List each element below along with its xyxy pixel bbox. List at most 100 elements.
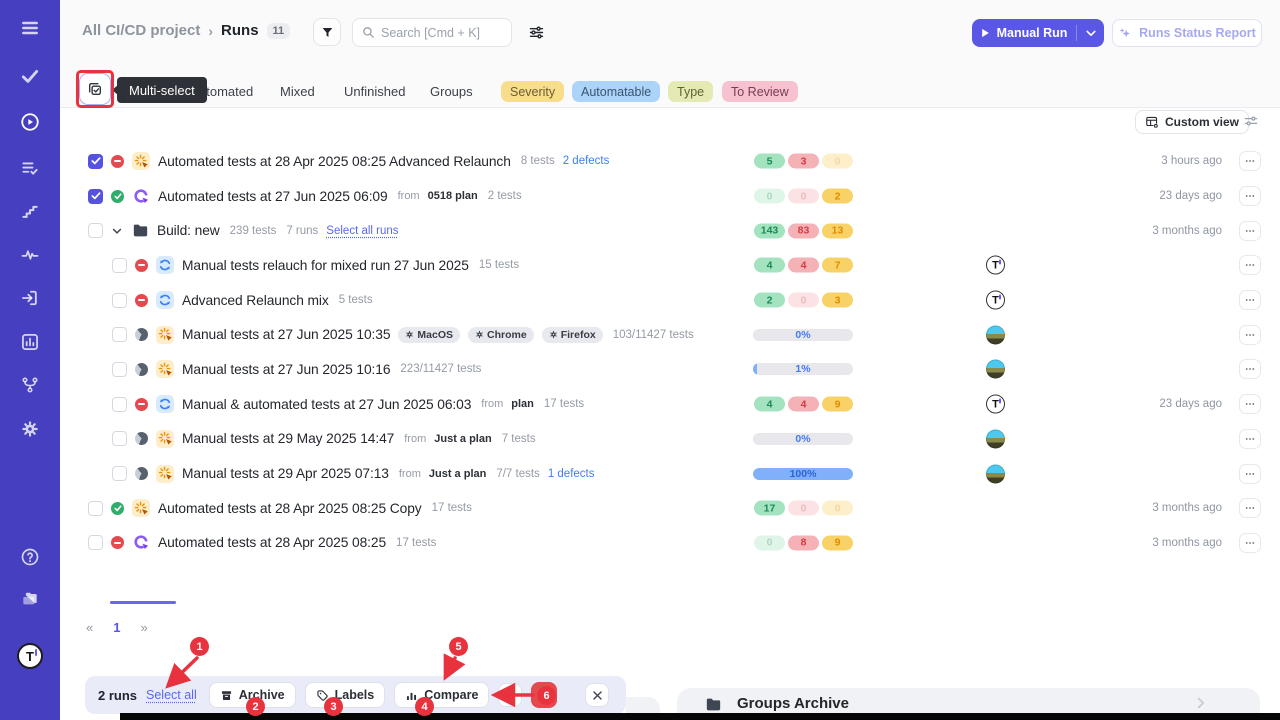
row-checkbox[interactable] [112,466,127,482]
sidebar-item-projects[interactable] [14,585,46,617]
row-checkbox[interactable] [88,500,103,516]
run-title[interactable]: Automated tests at 28 Apr 2025 08:25 Adv… [158,153,511,169]
run-row-12[interactable]: Automated tests at 28 Apr 2025 08:25 17 t… [60,526,1280,561]
filter-chip-to-review[interactable]: To Review [722,81,798,102]
run-title[interactable]: Automated tests at 28 Apr 2025 08:25 Cop… [158,500,422,516]
row-checkbox[interactable] [112,292,127,308]
filter-chip-severity[interactable]: Severity [501,81,565,102]
defects-link[interactable]: 1 defects [547,467,595,480]
status-passed-icon [111,501,124,515]
manual-run-dropdown[interactable] [1077,30,1104,37]
chevron-down-icon[interactable] [111,225,123,237]
sidebar-item-help[interactable] [14,543,46,575]
row-checkbox[interactable] [112,431,127,447]
sidebar-item-analytics[interactable] [14,328,46,360]
run-row-10[interactable]: Manual tests at 29 Apr 2025 07:13 from Jus… [60,456,1280,491]
close-action-bar-button[interactable] [585,683,609,707]
row-menu-button[interactable] [1239,255,1261,276]
run-row-11[interactable]: Automated tests at 28 Apr 2025 08:25 Cop… [60,491,1280,526]
view-settings-icon[interactable] [1243,113,1259,129]
run-row-9[interactable]: Manual tests at 29 May 2025 14:47 from Jus… [60,422,1280,457]
pagination-prev[interactable]: « [86,620,94,635]
filter-button[interactable] [313,18,341,46]
run-title[interactable]: Automated tests at 27 Jun 2025 06:09 [158,188,388,204]
row-checkbox[interactable] [88,223,103,239]
search-settings-icon[interactable] [528,24,545,41]
row-menu-button[interactable] [1239,220,1261,241]
pagination-indicator [110,601,176,604]
compare-button[interactable]: Compare [394,682,490,708]
custom-view-button[interactable]: Custom view [1135,110,1250,134]
sidebar-item-integrations[interactable] [14,371,46,403]
assignee-avatar-t: T [986,255,1005,275]
from-label: from [398,467,421,480]
filter-chip-automatable[interactable]: Automatable [572,81,661,102]
row-checkbox[interactable] [88,535,103,551]
sidebar-item-import[interactable] [14,284,46,316]
sidebar-item-milestones[interactable] [14,197,46,229]
tab-unfinished[interactable]: Unfinished [344,84,406,99]
row-menu-button[interactable] [1239,359,1261,380]
sidebar-item-test-cases[interactable] [14,62,46,94]
run-title[interactable]: Manual tests at 29 Apr 2025 07:13 [182,466,389,482]
search-box[interactable] [352,18,512,47]
row-menu-button[interactable] [1239,428,1261,449]
row-menu-button[interactable] [1239,463,1261,484]
row-checkbox[interactable] [112,361,127,377]
run-title[interactable]: Manual tests relauch for mixed run 27 Ju… [182,257,469,273]
row-menu-button[interactable] [1239,532,1261,553]
sidebar-item-settings[interactable] [14,415,46,447]
sidebar-item-user-avatar[interactable]: T [14,640,46,672]
row-checkbox[interactable] [112,396,127,412]
run-row-2[interactable]: Automated tests at 27 Jun 2025 06:09 from… [60,179,1280,214]
tab-mixed[interactable]: Mixed [280,84,315,99]
run-row-3[interactable]: Build: new 239 tests 7 runs Select all runs… [60,213,1280,248]
sidebar-item-activity[interactable] [14,241,46,273]
select-all-link[interactable]: Select all [146,688,197,702]
row-menu-button[interactable] [1239,186,1261,207]
help-icon [20,547,40,572]
run-row-6[interactable]: Manual tests at 27 Jun 2025 10:35 MacOS Ch… [60,317,1280,352]
run-row-7[interactable]: Manual tests at 27 Jun 2025 10:16 223/114… [60,352,1280,387]
row-menu-button[interactable] [1239,394,1261,415]
breadcrumb-project-link[interactable]: All CI/CD project [82,22,201,39]
pagination-next[interactable]: » [140,620,148,635]
run-title[interactable]: Automated tests at 28 Apr 2025 08:25 [158,535,387,551]
row-checkbox[interactable] [112,257,127,273]
multi-select-button[interactable] [79,73,111,105]
run-row-5[interactable]: Advanced Relaunch mix 5 tests 2 0 3 T [60,283,1280,318]
run-title[interactable]: Manual & automated tests at 27 Jun 2025 … [182,396,472,412]
defects-link[interactable]: 2 defects [562,155,610,168]
select-all-runs-link[interactable]: Select all runs [326,224,399,237]
row-checkbox[interactable] [112,327,127,343]
row-checkbox[interactable] [88,188,103,204]
row-menu-button[interactable] [1239,290,1261,311]
run-title[interactable]: Manual tests at 29 May 2025 14:47 [182,431,395,447]
manual-run-button[interactable]: Manual Run [972,19,1104,47]
run-row-4[interactable]: Manual tests relauch for mixed run 27 Ju… [60,248,1280,283]
sidebar-item-runs[interactable] [14,108,46,140]
run-title[interactable]: Build: new [157,223,220,239]
status-passed-icon [111,189,124,203]
run-title[interactable]: Manual tests at 27 Jun 2025 10:16 [182,361,391,377]
more-actions-button[interactable] [498,683,523,707]
tab-groups[interactable]: Groups [430,84,473,99]
row-checkbox[interactable] [88,153,103,169]
run-row-1[interactable]: Automated tests at 28 Apr 2025 08:25 Adv… [60,144,1280,179]
row-menu-button[interactable] [1239,324,1261,345]
search-input[interactable] [381,25,501,40]
run-row-8[interactable]: Manual & automated tests at 27 Jun 2025 … [60,387,1280,422]
annotation-badge-4: 4 [415,697,434,716]
tab-utomated[interactable]: utomated [199,84,254,99]
labels-button[interactable]: Labels [304,682,386,708]
filter-chip-type[interactable]: Type [668,81,714,102]
sidebar-item-test-plans[interactable] [14,154,46,186]
run-title[interactable]: Advanced Relaunch mix [182,292,329,308]
run-title[interactable]: Manual tests at 27 Jun 2025 10:35 [182,327,391,343]
pagination-page-1[interactable]: 1 [113,620,121,635]
row-menu-button[interactable] [1239,498,1261,519]
row-menu-button[interactable] [1239,151,1261,172]
runs-status-report-button[interactable]: Runs Status Report [1112,19,1262,47]
run-type-qase-icon [132,187,150,205]
sidebar-item-menu[interactable] [14,14,46,46]
